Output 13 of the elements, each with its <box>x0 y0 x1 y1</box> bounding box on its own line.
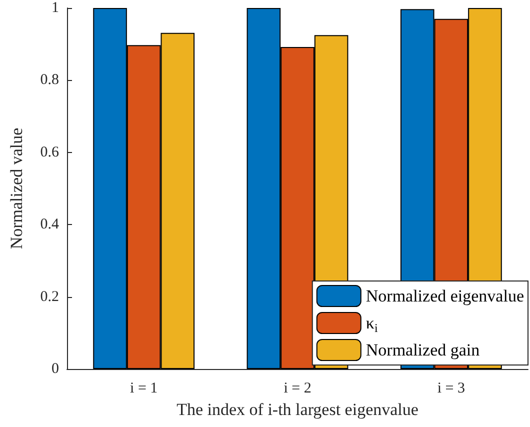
legend-label: Normalized eigenvalue <box>366 286 524 306</box>
y-tick-label: 0.6 <box>40 144 60 160</box>
y-tick-label: 0.8 <box>40 72 59 88</box>
x-tick-label: i = 2 <box>284 380 312 396</box>
y-axis-title: Normalized value <box>7 128 26 250</box>
y-tick-label: 0.2 <box>40 288 59 305</box>
y-tick-label: 0.4 <box>40 216 60 233</box>
y-tick-label: 0 <box>52 361 59 377</box>
x-axis-title: The index of i-th largest eigenvalue <box>176 400 418 419</box>
x-tick-label: i = 3 <box>437 380 465 396</box>
x-tick-label: i = 1 <box>130 380 158 396</box>
legend-label: Normalized gain <box>366 340 480 360</box>
y-tick-label: 1 <box>52 0 59 16</box>
